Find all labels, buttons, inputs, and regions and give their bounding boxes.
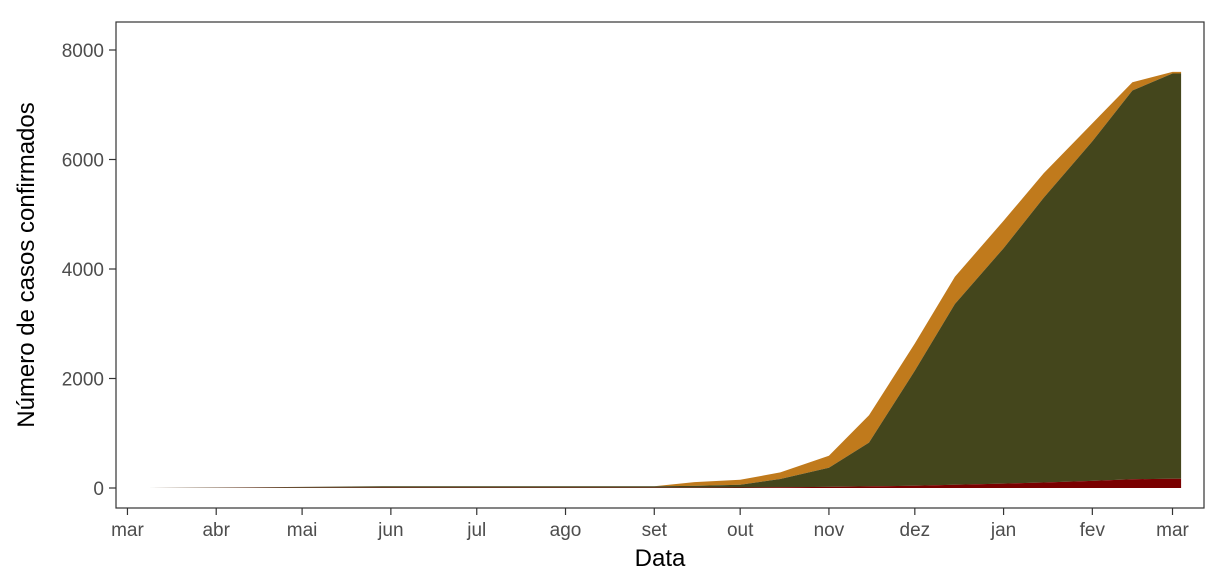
y-tick-label: 2000 [62, 370, 104, 391]
x-tick-label: jun [377, 520, 403, 541]
chart-areas [147, 71, 1182, 489]
area-series-1 [147, 478, 1182, 488]
x-tick-label: ago [550, 520, 582, 541]
x-tick-label: abr [202, 520, 230, 541]
area-series-2 [147, 73, 1182, 488]
x-tick-label: mai [287, 520, 318, 541]
x-axis: mar abr mai jun jul ago set out nov dez jan fev mar [111, 508, 1190, 541]
y-tick-label: 6000 [62, 151, 104, 172]
y-tick-label: 0 [93, 479, 104, 500]
x-axis-title: Data [635, 545, 686, 572]
x-tick-label: set [642, 520, 668, 541]
y-axis-title: Número de casos confirmados [13, 102, 40, 427]
y-tick-label: 8000 [62, 41, 104, 62]
x-tick-label: nov [814, 520, 845, 541]
x-tick-label: dez [900, 520, 931, 541]
x-tick-label: mar [111, 520, 144, 541]
x-tick-label: fev [1080, 520, 1106, 541]
x-tick-label: jan [990, 520, 1016, 541]
x-tick-label: mar [1156, 520, 1189, 541]
x-tick-label: out [727, 520, 754, 541]
plot-panel [115, 21, 1205, 509]
x-tick-label: jul [466, 520, 486, 541]
area-series-3 [147, 71, 1182, 489]
y-axis: 0 2000 4000 6000 8000 [62, 41, 116, 500]
y-tick-label: 4000 [62, 260, 104, 281]
